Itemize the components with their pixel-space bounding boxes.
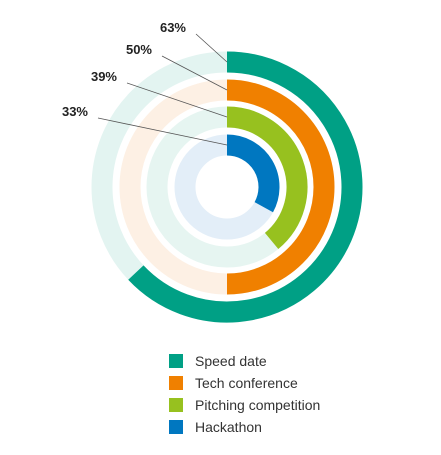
leader-line-pitching-competition bbox=[126, 82, 228, 118]
legend-swatch bbox=[169, 398, 183, 412]
legend-label: Hackathon bbox=[195, 419, 262, 435]
bar-speed-date bbox=[128, 51, 363, 323]
value-label-pitching-competition: 39% bbox=[91, 69, 117, 84]
value-label-speed-date: 63% bbox=[160, 20, 186, 35]
legend-swatch bbox=[169, 354, 183, 368]
chart-value-labels: 63% 50% 39% 33% bbox=[62, 20, 186, 119]
leader-line-hackathon bbox=[97, 117, 228, 146]
chart-bars bbox=[128, 51, 363, 323]
radial-bar-chart: 63% 50% 39% 33% bbox=[62, 20, 363, 323]
legend-swatch bbox=[169, 376, 183, 390]
legend-swatch bbox=[169, 420, 183, 434]
bar-pitching-competition bbox=[226, 106, 308, 250]
legend-label: Speed date bbox=[195, 353, 267, 369]
legend-item-speed-date: Speed date bbox=[169, 350, 320, 372]
value-label-hackathon: 33% bbox=[62, 104, 88, 119]
chart-leader-lines bbox=[97, 33, 228, 146]
legend-label: Tech conference bbox=[195, 375, 298, 391]
bar-hackathon bbox=[226, 134, 280, 213]
leader-line-speed-date bbox=[195, 33, 228, 63]
legend-item-hackathon: Hackathon bbox=[169, 416, 320, 438]
value-label-tech-conference: 50% bbox=[126, 42, 152, 57]
legend-label: Pitching competition bbox=[195, 397, 321, 413]
chart-legend: Speed date Tech conference Pitching comp… bbox=[169, 350, 320, 438]
bar-tech-conference bbox=[226, 79, 335, 295]
legend-item-tech-conference: Tech conference bbox=[169, 372, 320, 394]
leader-line-tech-conference bbox=[161, 55, 228, 91]
legend-item-pitching-competition: Pitching competition bbox=[169, 394, 320, 416]
